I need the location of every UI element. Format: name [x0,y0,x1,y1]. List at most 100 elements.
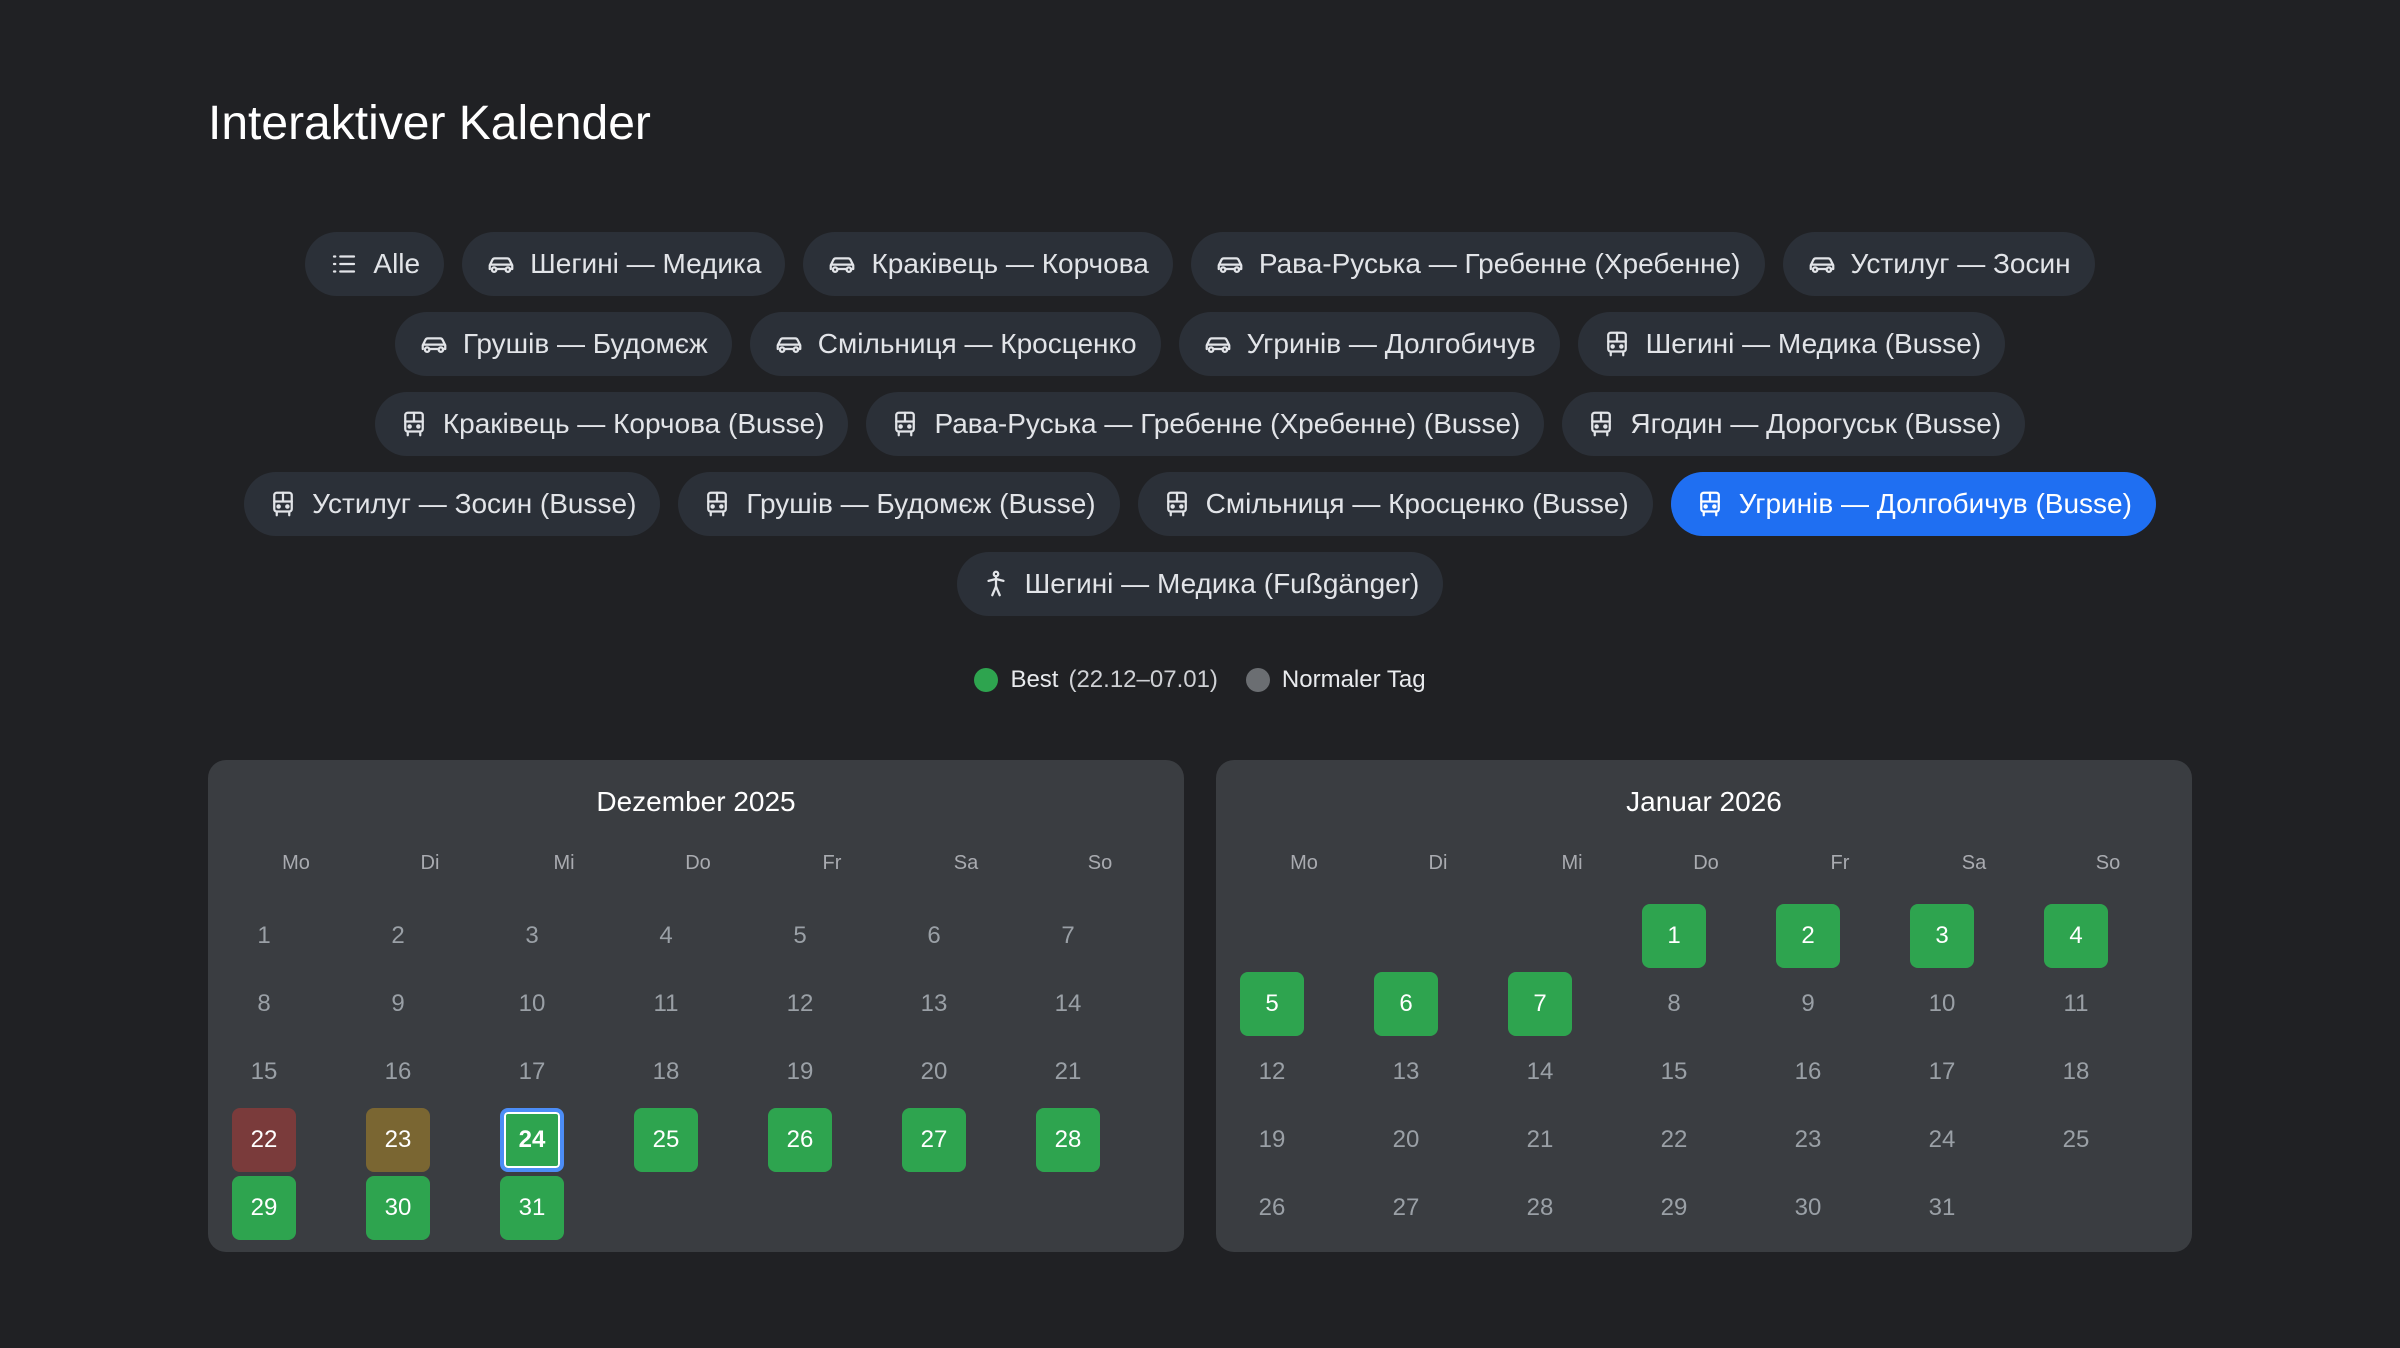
filter-chip[interactable]: Смільниця — Кросценко [749,312,1161,376]
calendar-day[interactable]: 7 [1508,972,1572,1036]
calendar-day[interactable]: 5 [793,922,807,949]
calendar-day[interactable]: 21 [1526,1126,1554,1153]
calendar-day[interactable]: 11 [653,990,679,1017]
calendar-day[interactable]: 13 [920,990,948,1017]
bus-icon [268,489,298,519]
calendar-day[interactable]: 27 [1392,1194,1420,1221]
filter-chip-label: Грушів — Будомєж [462,328,708,359]
calendar-day[interactable]: 29 [232,1176,296,1240]
legend: Best (22.12–07.01) Normaler Tag [0,664,2400,696]
calendar-day[interactable]: 15 [1660,1058,1688,1085]
calendar-day[interactable]: 24 [500,1108,564,1172]
filter-chip-label: Смільниця — Кросценко (Busse) [1205,488,1629,519]
car-icon [827,249,857,279]
calendar-day[interactable]: 3 [1910,904,1974,968]
legend-best: Best (22.12–07.01) [974,666,1218,694]
filter-chip[interactable]: Рава-Руська — Гребенне (Хребенне) (Busse… [866,392,1545,456]
calendar-day[interactable]: 28 [1036,1108,1100,1172]
calendar-day[interactable]: 15 [250,1058,278,1085]
bus-icon [1162,489,1192,519]
calendar-day[interactable]: 18 [652,1058,680,1085]
calendar-day[interactable]: 10 [518,990,546,1017]
calendar-day[interactable]: 25 [2062,1126,2090,1153]
calendar-day[interactable]: 6 [927,922,941,949]
filter-chip[interactable]: Краківець — Корчова (Busse) [374,392,849,456]
filter-chip[interactable]: Смільниця — Кросценко (Busse) [1137,472,1653,536]
weekday-label: So [2095,852,2121,874]
weekday-label: Do [685,852,711,874]
calendar-day[interactable]: 23 [366,1108,430,1172]
calendar-day[interactable]: 16 [1794,1058,1822,1085]
calendar-day[interactable]: 12 [1258,1058,1286,1085]
filter-chip[interactable]: Рава-Руська — Гребенне (Хребенне) [1190,232,1765,296]
calendar-day[interactable]: 12 [786,990,814,1017]
calendar-day[interactable]: 3 [525,922,539,949]
calendar-day[interactable]: 26 [768,1108,832,1172]
filter-chip-label: Краківець — Корчова [871,248,1149,279]
calendar-day[interactable]: 13 [1392,1058,1420,1085]
calendar-day[interactable]: 2 [1776,904,1840,968]
calendar-day[interactable]: 28 [1526,1194,1554,1221]
filter-chip-label: Грушів — Будомєж (Busse) [746,488,1096,519]
calendar-day[interactable]: 24 [1928,1126,1956,1153]
calendar-day[interactable]: 25 [634,1108,698,1172]
page-title: Interaktiver Kalender [208,97,651,150]
filter-chip-label: Устилуг — Зосин (Busse) [312,488,637,519]
filter-chip[interactable]: Alle [305,232,445,296]
calendar-day[interactable]: 8 [1667,990,1681,1017]
calendar-day[interactable]: 4 [2044,904,2108,968]
filter-chip[interactable]: Краківець — Корчова [803,232,1173,296]
calendar-day[interactable]: 1 [1642,904,1706,968]
calendar-day[interactable]: 1 [257,922,271,949]
calendar-day[interactable]: 21 [1054,1058,1082,1085]
filter-chip[interactable]: Грушів — Будомєж [394,312,732,376]
filter-chip-label: Угринів — Долгобичув (Busse) [1738,488,2132,519]
calendar-day[interactable]: 30 [366,1176,430,1240]
calendar-day[interactable]: 14 [1526,1058,1554,1085]
filter-chip[interactable]: Устилуг — Зосин (Busse) [244,472,661,536]
calendar-day[interactable]: 26 [1258,1194,1286,1221]
calendar-day[interactable]: 27 [902,1108,966,1172]
calendar-day[interactable]: 20 [1392,1126,1420,1153]
bus-icon [890,409,920,439]
calendar-day[interactable]: 14 [1054,990,1082,1017]
filter-chip[interactable]: Устилуг — Зосин [1782,232,2095,296]
calendar-day[interactable]: 19 [1258,1126,1286,1153]
calendar-day[interactable]: 11 [2063,990,2089,1017]
filter-chip[interactable]: Угринів — Долгобичув (Busse) [1670,472,2156,536]
filter-chip[interactable]: Ягодин — Дорогуськ (Busse) [1562,392,2026,456]
filter-chip[interactable]: Шегині — Медика [462,232,786,296]
best-dot-icon [974,668,999,692]
calendar-day[interactable]: 31 [500,1176,564,1240]
filter-chip[interactable]: Шегині — Медика (Busse) [1577,312,2006,376]
calendar-day[interactable]: 8 [257,990,271,1017]
calendar-day[interactable]: 22 [232,1108,296,1172]
calendar-day[interactable]: 19 [786,1058,814,1085]
filter-chip[interactable]: Грушів — Будомєж (Busse) [678,472,1120,536]
calendar-day[interactable]: 22 [1660,1126,1688,1153]
calendar-day[interactable]: 18 [2062,1058,2090,1085]
calendar-day[interactable]: 29 [1660,1194,1688,1221]
filter-chip-label: Краківець — Корчова (Busse) [442,408,825,439]
calendar-day[interactable]: 30 [1794,1194,1822,1221]
calendar-day[interactable]: 20 [920,1058,948,1085]
calendar-day[interactable]: 16 [384,1058,412,1085]
filter-chip[interactable]: Шегині — Медика (Fußgänger) [956,552,1444,616]
weekday-label: Di [420,852,440,874]
calendar-day[interactable]: 7 [1061,922,1075,949]
calendar-day[interactable]: 10 [1928,990,1956,1017]
calendar-day[interactable]: 31 [1928,1194,1956,1221]
calendar-day[interactable]: 17 [518,1058,546,1085]
weekday-label: Mi [553,852,575,874]
calendar-day[interactable]: 17 [1928,1058,1956,1085]
calendar-day[interactable]: 9 [1801,990,1815,1017]
calendar-day[interactable]: 2 [391,922,405,949]
bus-icon [1695,489,1725,519]
calendar-day[interactable]: 4 [659,922,673,949]
calendar-day[interactable]: 9 [391,990,405,1017]
calendar-day[interactable]: 23 [1794,1126,1822,1153]
calendar-day[interactable]: 6 [1374,972,1438,1036]
car-icon [419,329,449,359]
filter-chip[interactable]: Угринів — Долгобичув [1178,312,1560,376]
calendar-day[interactable]: 5 [1240,972,1304,1036]
